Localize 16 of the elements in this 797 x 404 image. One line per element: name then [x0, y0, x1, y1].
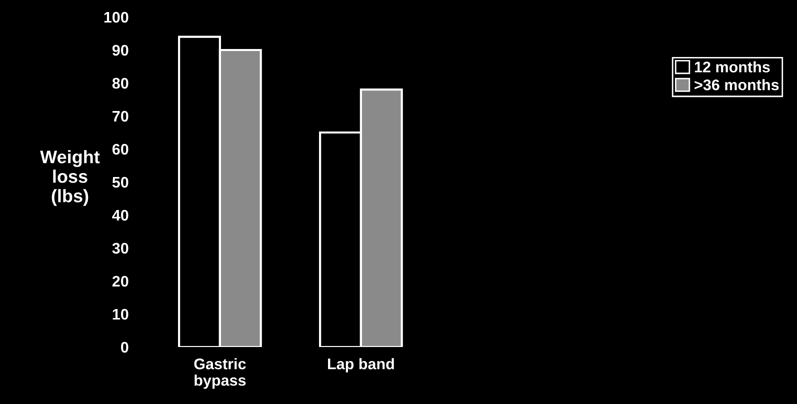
- legend-label: 12 months: [694, 61, 770, 72]
- x-tick-label: Lap band: [328, 358, 394, 372]
- y-tick-label: 20: [112, 276, 128, 287]
- y-tick-label: 90: [112, 44, 128, 56]
- y-tick-label: 60: [112, 144, 128, 155]
- legend-label: >36 months: [694, 79, 779, 90]
- y-tick-label: 30: [112, 242, 128, 254]
- y-tick-label: 80: [112, 78, 128, 89]
- y-tick-label: 0: [120, 342, 128, 353]
- y-tick-label: 70: [112, 110, 128, 122]
- x-tick-label: Gastric bypass: [194, 358, 246, 389]
- y-tick-label: 40: [112, 210, 128, 221]
- y-tick-label: 10: [112, 308, 128, 320]
- y-axis-title: Weight loss (lbs): [40, 150, 100, 206]
- y-tick-label: 100: [104, 12, 128, 23]
- y-tick-label: 50: [112, 176, 128, 188]
